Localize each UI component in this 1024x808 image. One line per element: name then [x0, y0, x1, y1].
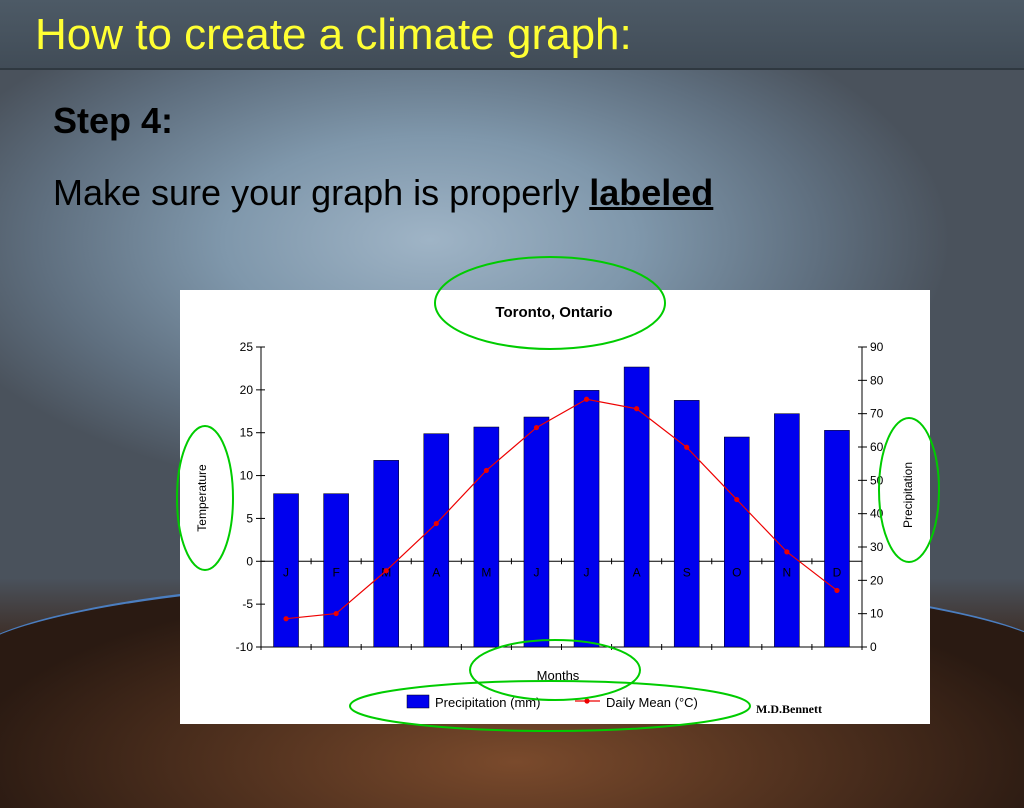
y-tick-label-left: 25 [240, 340, 254, 354]
climate-chart: Toronto, Ontario2520151050-5-10908070605… [195, 304, 915, 710]
month-label: M [481, 565, 491, 579]
month-label: S [683, 565, 691, 579]
y-axis-label-left: Temperature [195, 464, 209, 532]
precipitation-bar [824, 430, 850, 648]
temperature-point [684, 444, 690, 450]
precipitation-bar [373, 460, 399, 648]
precipitation-bar [273, 493, 299, 648]
y-tick-label-right: 70 [870, 407, 884, 421]
y-axis-label-right: Precipitation [901, 462, 915, 528]
slide-title: How to create a climate graph: [35, 10, 632, 59]
month-label: F [332, 565, 339, 579]
precipitation-bar [623, 366, 650, 648]
temperature-point [634, 406, 640, 412]
legend-swatch-precipitation [406, 694, 430, 709]
y-tick-label-left: -10 [236, 640, 254, 654]
y-tick-label-right: 60 [870, 440, 884, 454]
y-tick-label-left: 10 [240, 469, 254, 483]
y-tick-label-right: 20 [870, 573, 884, 587]
month-label: O [732, 565, 741, 579]
author-credit: M.D.Bennett [756, 702, 822, 716]
precipitation-bar [523, 416, 550, 648]
title-bar: How to create a climate graph: [0, 0, 1024, 70]
temperature-point [784, 549, 790, 555]
y-tick-label-right: 90 [870, 340, 884, 354]
legend-label-precipitation: Precipitation (mm) [435, 695, 540, 710]
temperature-point [734, 496, 740, 503]
y-tick-label-right: 10 [870, 607, 884, 621]
month-label: J [533, 565, 539, 579]
chart-title: Toronto, Ontario [495, 304, 612, 321]
precipitation-bar [573, 390, 600, 648]
precipitation-bar [673, 400, 700, 648]
instruction-emphasis: labeled [589, 172, 714, 213]
precipitation-bar [774, 413, 800, 648]
y-tick-label-right: 40 [870, 507, 884, 521]
chart-panel: Toronto, Ontario 25 20 15 10 5 0 -5 -10 90 80 70 60 5… [180, 290, 930, 724]
y-tick-label-right: 0 [870, 640, 877, 654]
instruction-text: Make sure your graph is properly labeled [53, 172, 713, 214]
temperature-point [333, 610, 339, 617]
month-label: A [432, 565, 440, 579]
y-tick-label-left: 15 [240, 426, 254, 440]
month-label: D [833, 565, 842, 579]
temperature-point [483, 467, 489, 474]
month-label: N [783, 565, 792, 579]
month-label: J [283, 565, 289, 579]
temperature-point [283, 616, 289, 622]
temperature-line [285, 398, 838, 620]
step-heading: Step 4: [53, 100, 174, 141]
y-tick-label-right: 80 [870, 373, 884, 387]
month-label: A [633, 565, 641, 579]
temperature-point [433, 520, 439, 527]
instruction-prefix: Make sure your graph is properly [53, 172, 590, 213]
temperature-point [583, 396, 590, 402]
x-axis-label: Months [537, 668, 580, 683]
legend-label-temperature: Daily Mean (°C) [606, 695, 698, 710]
y-tick-label-left: 0 [246, 554, 253, 568]
temperature-point [383, 568, 389, 574]
y-tick-label-right: 50 [870, 473, 884, 487]
precipitation-bar [423, 433, 450, 648]
precipitation-bar [724, 436, 750, 648]
y-tick-label-left: 20 [240, 383, 254, 397]
temperature-point [533, 424, 540, 431]
y-tick-label-right: 30 [870, 540, 884, 554]
y-tick-label-left: 5 [246, 511, 253, 525]
temperature-point [834, 587, 840, 594]
legend-swatch-point [584, 698, 590, 704]
month-label: J [584, 565, 590, 579]
precipitation-bar [323, 493, 349, 648]
y-tick-label-left: -5 [242, 597, 253, 611]
precipitation-bar [473, 426, 500, 648]
